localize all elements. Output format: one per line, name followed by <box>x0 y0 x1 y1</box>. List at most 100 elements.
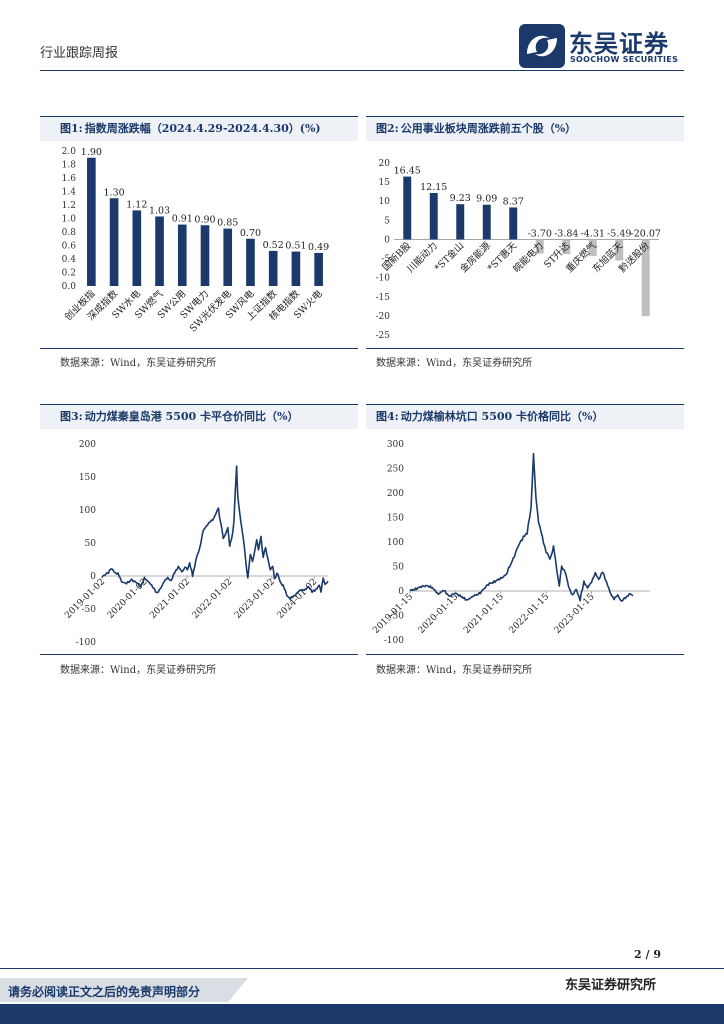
fig4-source: 数据来源：Wind，东吴证券研究所 <box>376 665 533 676</box>
bar <box>87 157 96 286</box>
bar <box>562 239 571 255</box>
y-tick-label: -100 <box>76 638 96 648</box>
y-tick-label: 1.4 <box>62 188 77 198</box>
x-tick-label: 2020-01-02 <box>106 577 150 621</box>
fig3-chart: 200150100500-50-1002019-01-022020-01-022… <box>63 440 329 648</box>
y-tick-label: 0.8 <box>62 228 77 238</box>
y-tick-label: 200 <box>79 440 96 450</box>
bar-value-label: -5.49 <box>607 228 631 239</box>
bar <box>268 250 278 286</box>
x-tick-label: 2020-01-15 <box>417 592 461 636</box>
y-tick-label: -100 <box>384 636 404 646</box>
y-tick-label: 5 <box>384 216 390 226</box>
y-tick-label: 0.6 <box>62 242 77 252</box>
fig3-number: 图3: <box>60 410 83 423</box>
fig2-title: 图2: 公用事业板块周涨跌前五个股（%） <box>366 117 684 141</box>
fig4-top-rule <box>366 404 684 405</box>
page-number: 2 / 9 <box>634 948 661 961</box>
fig2-chart: 20151050-5-10-15-20-2516.45国新B股12.15川能动力… <box>376 159 661 341</box>
series-line <box>101 465 329 600</box>
y-tick-label: 1.6 <box>62 174 77 184</box>
bar-value-label: 1.12 <box>126 199 147 210</box>
bar <box>200 225 210 286</box>
y-tick-label: 100 <box>387 538 404 548</box>
bar <box>132 210 142 286</box>
fig1-title: 图1: 指数周涨跌幅（2024.4.29-2024.4.30）(%) <box>40 117 358 141</box>
report-type: 行业跟踪周报 <box>40 46 119 61</box>
logo-en-text: SOOCHOW SECURITIES <box>570 55 679 64</box>
fig2-top-rule <box>366 116 684 117</box>
bar <box>155 216 164 286</box>
fig1-bottom-rule <box>40 348 358 349</box>
bar <box>509 207 518 240</box>
fig4-bottom-rule <box>366 654 684 655</box>
y-tick-label: -50 <box>390 612 405 622</box>
y-tick-label: 1.2 <box>62 201 76 211</box>
soochow-logo-icon <box>519 24 565 68</box>
y-tick-label: 0 <box>398 587 404 597</box>
bar-value-label: -3.70 <box>528 228 552 239</box>
fig2-source: 数据来源：Wind，东吴证券研究所 <box>376 358 533 369</box>
bar-value-label: 8.37 <box>503 196 524 207</box>
fig4-title-text: 动力煤榆林坑口 5500 卡价格同比（%） <box>400 410 604 423</box>
bar <box>482 204 491 240</box>
bar-value-label: 0.85 <box>217 218 238 229</box>
bar-value-label: 0.49 <box>308 242 329 253</box>
fig4-number: 图4: <box>376 410 399 423</box>
fig4-title: 图4: 动力煤榆林坑口 5500 卡价格同比（%） <box>366 405 684 429</box>
y-tick-label: -50 <box>82 605 97 615</box>
fig1-source: 数据来源：Wind，东吴证券研究所 <box>60 358 217 369</box>
y-tick-label: -25 <box>376 331 391 341</box>
bar-value-label: 1.30 <box>104 187 125 198</box>
fig3-bottom-rule <box>40 654 358 655</box>
x-tick-label: 2021-01-02 <box>148 577 192 621</box>
disclaimer-bar <box>0 978 248 1002</box>
bar-value-label: 0.70 <box>240 228 261 239</box>
y-tick-label: 50 <box>393 563 405 573</box>
bar-value-label: 12.15 <box>420 182 447 193</box>
y-tick-label: 0.2 <box>62 269 76 279</box>
fig3-top-rule <box>40 404 358 405</box>
bar-value-label: -4.31 <box>581 228 605 239</box>
bottom-band <box>0 1004 724 1024</box>
bar-value-label: 9.09 <box>476 194 497 205</box>
fig1-top-rule <box>40 116 358 117</box>
fig3-source: 数据来源：Wind，东吴证券研究所 <box>60 665 217 676</box>
fig1-chart: 2.01.81.61.41.21.00.80.60.40.20.01.90创业板… <box>62 147 330 335</box>
y-tick-label: 150 <box>79 473 96 483</box>
y-tick-label: 10 <box>379 197 391 207</box>
bar <box>223 228 233 286</box>
y-tick-label: 250 <box>387 465 404 475</box>
disclaimer-text: 请务必阅读正文之后的免责声明部分 <box>8 985 201 999</box>
bar <box>641 239 650 317</box>
x-tick-label: 2022-01-02 <box>191 577 235 621</box>
fig1-title-text: 指数周涨跌幅（2024.4.29-2024.4.30）(%) <box>84 122 321 135</box>
bar <box>403 176 412 240</box>
y-tick-label: -15 <box>376 293 391 303</box>
fig1-number: 图1: <box>60 122 83 135</box>
fig2-number: 图2: <box>376 122 399 135</box>
y-tick-label: -10 <box>376 274 391 284</box>
footer-brand: 东吴证券研究所 <box>565 978 657 993</box>
fig2-bottom-rule <box>366 348 684 349</box>
fig3-title: 图3: 动力煤秦皇岛港 5500 卡平仓价同比（%） <box>40 405 358 429</box>
bar <box>615 239 624 261</box>
bar <box>314 252 323 286</box>
y-tick-label: 0.4 <box>62 255 77 265</box>
y-tick-label: 20 <box>379 159 391 169</box>
y-tick-label: -20 <box>376 312 391 322</box>
x-tick-label: 2019-01-15 <box>371 592 415 636</box>
bar-value-label: 1.03 <box>149 205 170 216</box>
y-tick-label: 0 <box>90 572 96 582</box>
bar <box>429 193 438 240</box>
y-tick-label: 300 <box>387 440 404 450</box>
bar <box>291 251 301 286</box>
series-line <box>409 452 634 602</box>
bar-value-label: 0.51 <box>285 241 306 252</box>
x-tick-label: 2022-01-15 <box>508 592 552 636</box>
y-tick-label: 200 <box>387 489 404 499</box>
fig2-title-text: 公用事业板块周涨跌前五个股（%） <box>400 122 577 135</box>
y-tick-label: 0 <box>384 235 390 245</box>
y-tick-label: 150 <box>387 514 404 524</box>
